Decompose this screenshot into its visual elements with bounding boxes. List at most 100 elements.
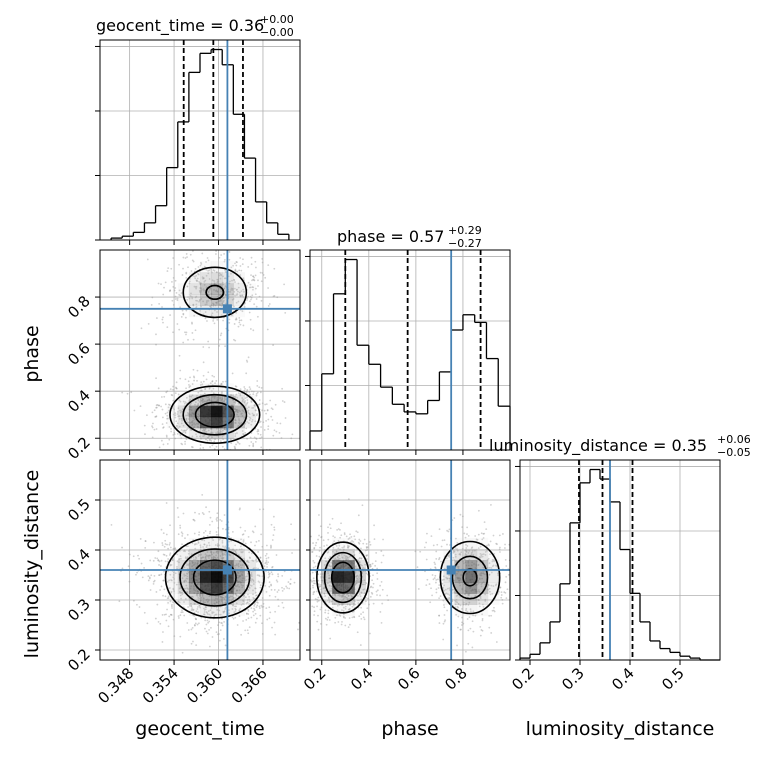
- sample-point: [328, 577, 331, 580]
- sample-point: [167, 597, 170, 599]
- sample-point: [268, 573, 270, 576]
- sample-point: [231, 298, 234, 301]
- sample-point: [347, 545, 349, 548]
- sample-point: [224, 398, 227, 401]
- sample-point: [178, 587, 181, 590]
- sample-point: [327, 616, 330, 619]
- density-cell: [233, 593, 245, 605]
- sample-point: [247, 406, 250, 409]
- sample-point: [328, 577, 331, 580]
- sample-point: [346, 544, 349, 547]
- sample-point: [365, 596, 367, 599]
- sample-point: [219, 430, 222, 433]
- sample-point: [223, 287, 226, 290]
- title-phase-minus: −0.27: [448, 237, 482, 250]
- sample-point: [179, 434, 182, 437]
- sample-point: [323, 587, 326, 589]
- sample-point: [252, 610, 255, 613]
- density-cell: [200, 283, 212, 295]
- sample-point: [218, 633, 220, 635]
- sample-point: [185, 545, 188, 548]
- sample-point: [316, 620, 319, 623]
- sample-point: [459, 552, 461, 555]
- sample-point: [327, 526, 329, 529]
- sample-point: [183, 429, 186, 432]
- sample-point: [216, 519, 218, 522]
- sample-point: [281, 400, 284, 402]
- density-cell: [200, 294, 212, 307]
- sample-point: [206, 299, 208, 302]
- sample-point: [439, 595, 442, 597]
- sample-point: [336, 604, 339, 607]
- sample-point: [327, 612, 330, 615]
- density-cell: [200, 383, 212, 395]
- sample-point: [182, 429, 185, 432]
- sample-point: [235, 552, 238, 555]
- sample-point: [467, 552, 470, 554]
- sample-point: [155, 406, 158, 409]
- sample-point: [161, 641, 164, 643]
- sample-point: [435, 581, 437, 584]
- sample-point: [208, 387, 211, 389]
- sample-point: [212, 611, 215, 614]
- sample-point: [270, 415, 273, 418]
- sample-point: [488, 562, 491, 565]
- sample-point: [329, 556, 332, 558]
- xlabel-geocent-time: geocent_time: [135, 718, 264, 740]
- sample-point: [374, 564, 377, 567]
- sample-point: [328, 574, 331, 577]
- density-cell: [166, 416, 179, 429]
- density-cell: [200, 593, 212, 605]
- sample-point: [328, 619, 331, 621]
- density-cell: [487, 560, 500, 572]
- sample-point: [152, 582, 155, 585]
- sample-point: [175, 387, 178, 390]
- sample-point: [365, 572, 368, 575]
- sample-point: [178, 289, 181, 292]
- sample-point: [348, 623, 351, 626]
- sample-point: [362, 542, 365, 545]
- sample-point: [331, 600, 334, 603]
- sample-point: [240, 551, 242, 553]
- density-cell: [244, 582, 257, 594]
- sample-point: [242, 594, 245, 597]
- sample-point: [464, 650, 467, 653]
- sample-point: [445, 557, 448, 560]
- sample-point: [207, 269, 209, 272]
- sample-point: [357, 578, 359, 581]
- sample-point: [454, 537, 457, 540]
- sample-point: [258, 581, 261, 584]
- sample-point: [325, 560, 327, 563]
- sample-point: [457, 626, 459, 629]
- sample-point: [197, 611, 199, 614]
- sample-point: [178, 415, 181, 417]
- sample-point: [461, 515, 464, 518]
- sample-point: [194, 277, 197, 280]
- sample-point: [193, 379, 195, 382]
- sample-point: [219, 273, 222, 276]
- sample-point: [495, 542, 498, 545]
- sample-point: [482, 537, 485, 539]
- sample-point: [328, 584, 331, 587]
- sample-point: [252, 275, 255, 278]
- sample-point: [335, 551, 338, 553]
- sample-point: [342, 598, 345, 601]
- sample-point: [161, 614, 164, 616]
- sample-point: [205, 555, 207, 557]
- sample-point: [320, 575, 323, 578]
- sample-point: [248, 311, 251, 314]
- sample-point: [244, 431, 247, 434]
- sample-point: [244, 629, 247, 632]
- sample-point: [245, 391, 248, 394]
- sample-point: [211, 436, 214, 439]
- sample-point: [251, 286, 254, 288]
- sample-point: [158, 404, 160, 407]
- sample-point: [176, 299, 179, 302]
- sample-point: [175, 381, 178, 384]
- sample-point: [484, 593, 487, 596]
- x-tick-label-phase: 0.4: [347, 664, 377, 694]
- sample-point: [267, 576, 270, 579]
- sample-point: [258, 403, 261, 406]
- sample-point: [176, 411, 179, 413]
- sample-point: [201, 252, 204, 255]
